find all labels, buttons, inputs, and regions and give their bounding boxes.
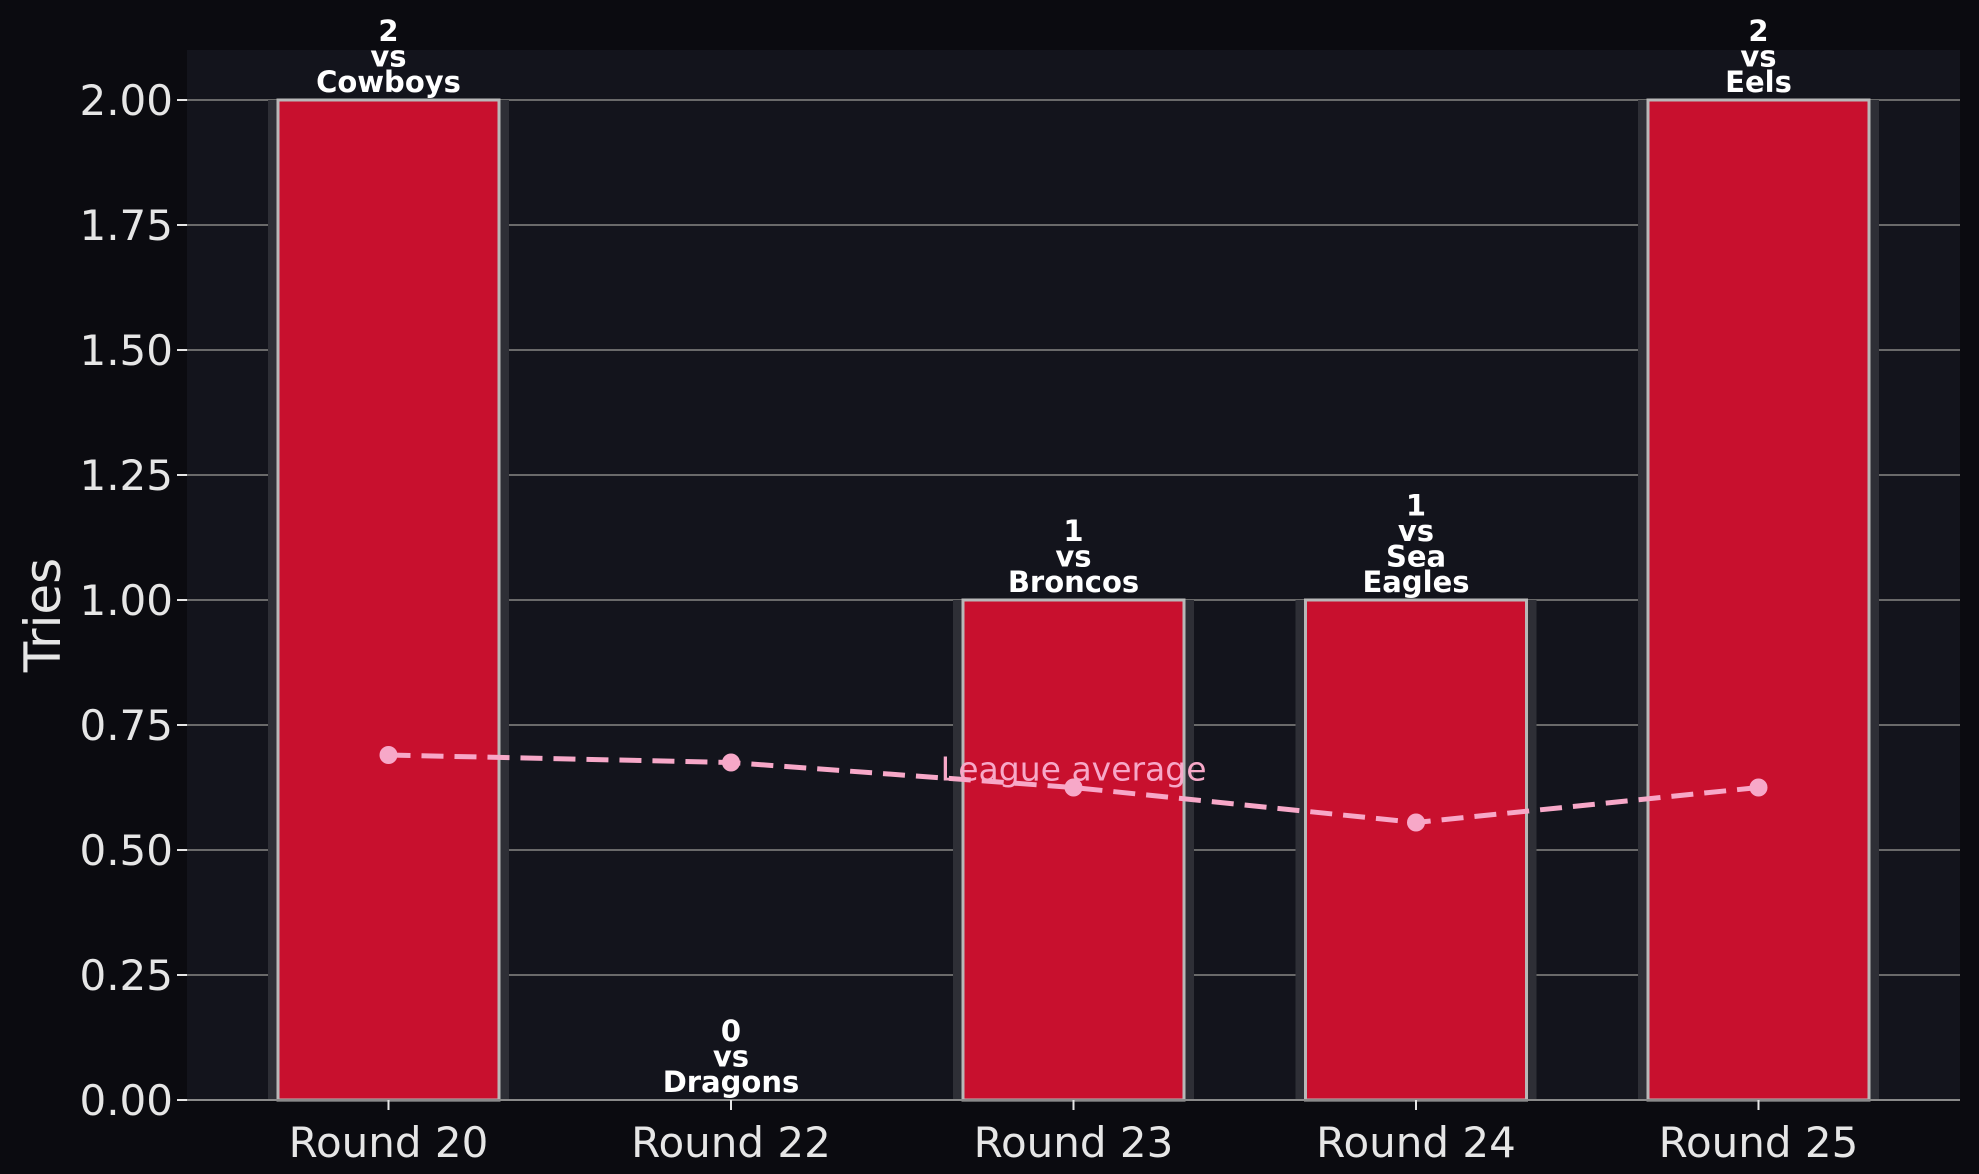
league-average-point (1407, 813, 1425, 832)
league-average-series: League average (379, 746, 1768, 832)
bars (187, 98, 1960, 1102)
bar-label: Dragons (663, 1065, 800, 1099)
y-tick-label: 1.00 (79, 576, 173, 625)
bar-label: Broncos (1008, 565, 1139, 599)
bar-label: Sea (1386, 540, 1446, 574)
bar-label: 1 (1406, 489, 1426, 523)
bar-label: 2 (1748, 14, 1768, 48)
bar-label: Cowboys (316, 65, 461, 99)
y-axis-title: Tries (14, 558, 72, 673)
bar-label: vs (370, 40, 406, 74)
y-tick-label: 2.00 (79, 76, 173, 125)
x-tick-label: Round 24 (1316, 1118, 1516, 1167)
y-axis-ticks: 0.00 0.25 0.50 0.75 1.00 1.25 1.50 1.75 2.00 (79, 76, 187, 1125)
bar-label: Eels (1725, 65, 1792, 99)
bar-label: vs (713, 1040, 749, 1074)
league-average-point (722, 753, 740, 772)
y-tick-label: 1.25 (79, 451, 173, 500)
x-axis-ticks: Round 20 Round 22 Round 23 Round 24 Round 25 (289, 1100, 1859, 1167)
y-tick-label: 0.00 (79, 1076, 173, 1125)
bar-label: vs (1055, 540, 1091, 574)
y-tick-label: 0.25 (79, 951, 173, 1000)
bar-label: vs (1398, 514, 1434, 548)
league-average-point (1064, 778, 1083, 797)
y-tick-label: 1.75 (79, 201, 173, 250)
bar-label: 2 (378, 14, 398, 48)
bar (961, 598, 1186, 1102)
bar-label: vs (1740, 40, 1776, 74)
league-average-point (1749, 778, 1768, 797)
bar (276, 98, 501, 1102)
league-average-point (379, 746, 398, 764)
y-tick-label: 0.50 (79, 826, 173, 875)
bar-label: 1 (1063, 514, 1083, 548)
x-tick-label: Round 20 (289, 1118, 489, 1167)
league-average-label: League average (940, 750, 1206, 789)
y-tick-label: 0.75 (79, 701, 173, 750)
x-tick-label: Round 25 (1659, 1118, 1859, 1167)
bar (1646, 98, 1871, 1102)
bar-labels: 2vsCowboys0vsDragons1vsBroncos1vsSeaEagl… (316, 14, 1792, 1099)
bar (1304, 598, 1528, 1102)
y-tick-label: 1.50 (79, 326, 173, 375)
x-tick-label: Round 23 (974, 1118, 1174, 1167)
x-tick-label: Round 22 (631, 1118, 831, 1167)
bar-label: Eagles (1362, 565, 1469, 599)
bar-label: 0 (721, 1014, 741, 1048)
